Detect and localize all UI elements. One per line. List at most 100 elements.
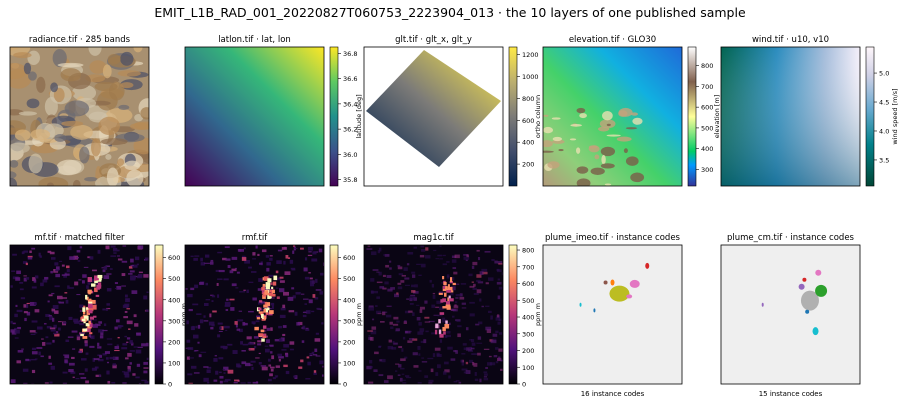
radiance-patch [100, 138, 128, 146]
colorbar-tick-label: 0 [168, 381, 172, 389]
instance-blob [603, 280, 608, 285]
noise-pixel [485, 282, 489, 285]
noise-pixel [307, 246, 313, 251]
plume-pixel [82, 336, 88, 339]
noise-pixel [23, 304, 29, 308]
noise-pixel [261, 301, 265, 304]
noise-pixel [382, 311, 388, 313]
noise-pixel [412, 352, 418, 356]
noise-pixel [112, 356, 119, 360]
noise-pixel [311, 258, 318, 262]
radiance-patch [91, 138, 101, 157]
noise-pixel [246, 336, 252, 340]
noise-pixel [10, 379, 16, 384]
noise-pixel [305, 310, 311, 314]
plume-pixel [82, 328, 88, 332]
noise-pixel [432, 353, 436, 358]
terrain-feature [576, 178, 591, 186]
noise-pixel [268, 274, 274, 277]
noise-pixel [267, 358, 271, 362]
noise-pixel [203, 366, 209, 368]
noise-pixel [373, 369, 378, 372]
noise-pixel [283, 291, 289, 296]
noise-pixel [492, 333, 498, 337]
radiance-patch [79, 146, 90, 164]
noise-pixel [29, 301, 36, 306]
noise-pixel [103, 323, 107, 327]
noise-pixel [501, 272, 503, 276]
noise-pixel [390, 287, 395, 290]
plume-pixel [261, 287, 265, 291]
noise-pixel [293, 375, 297, 378]
noise-pixel [471, 281, 474, 283]
noise-pixel [242, 343, 249, 346]
noise-pixel [269, 257, 273, 261]
noise-pixel [31, 286, 37, 289]
plume-pixel [450, 277, 453, 283]
plume-pixel [448, 298, 454, 302]
noise-pixel [80, 358, 87, 361]
noise-pixel [371, 251, 377, 256]
noise-pixel [305, 327, 309, 330]
plume-pixel [82, 311, 86, 315]
noise-pixel [130, 264, 134, 267]
noise-pixel [382, 287, 387, 290]
plume-pixel [263, 315, 266, 320]
panel-9: plume_imeo.tif · instance codes 16 instan… [542, 233, 683, 398]
plume-pixel [87, 299, 93, 304]
noise-pixel [460, 359, 463, 363]
noise-pixel [265, 255, 270, 258]
noise-pixel [217, 278, 223, 280]
radiance-patch [134, 114, 144, 122]
terrain-feature [600, 146, 616, 157]
plume-pixel [87, 324, 92, 329]
noise-pixel [62, 382, 67, 384]
radiance-patch [124, 160, 141, 171]
noise-pixel [125, 298, 129, 301]
noise-pixel [114, 346, 120, 350]
noise-pixel [471, 353, 478, 356]
instance-blob [610, 279, 615, 286]
noise-pixel [304, 303, 307, 305]
plume-pixel [80, 317, 83, 321]
noise-pixel [137, 245, 144, 249]
noise-pixel [76, 257, 80, 259]
plume-pixel [438, 319, 441, 324]
noise-pixel [106, 287, 112, 292]
noise-pixel [379, 359, 383, 362]
noise-pixel [266, 339, 270, 344]
radiance-patch [52, 48, 67, 68]
noise-pixel [128, 273, 133, 275]
noise-pixel [289, 341, 295, 345]
noise-pixel [192, 303, 199, 306]
noise-pixel [394, 370, 398, 372]
noise-pixel [405, 376, 412, 379]
plume-pixel [264, 308, 269, 313]
noise-pixel [130, 278, 136, 281]
radiance-patch [54, 134, 67, 142]
noise-pixel [274, 339, 280, 342]
plume-pixel [89, 332, 93, 335]
noise-pixel [472, 287, 477, 291]
instance-blob [645, 262, 650, 269]
noise-pixel [457, 325, 462, 328]
noise-pixel [437, 314, 443, 317]
noise-pixel [205, 299, 211, 301]
noise-pixel [479, 271, 484, 276]
noise-pixel [84, 343, 88, 347]
noise-pixel [278, 356, 284, 359]
noise-pixel [47, 250, 52, 253]
noise-pixel [264, 345, 269, 347]
noise-pixel [107, 343, 113, 346]
noise-pixel [185, 288, 188, 290]
noise-pixel [287, 257, 291, 259]
noise-pixel [34, 309, 40, 313]
noise-pixel [141, 343, 147, 347]
noise-pixel [127, 352, 132, 357]
radiance-patch [89, 60, 107, 74]
noise-pixel [417, 382, 422, 384]
noise-pixel [103, 266, 108, 270]
plume-pixel [439, 333, 444, 338]
noise-pixel [29, 330, 36, 333]
noise-pixel [450, 358, 456, 361]
